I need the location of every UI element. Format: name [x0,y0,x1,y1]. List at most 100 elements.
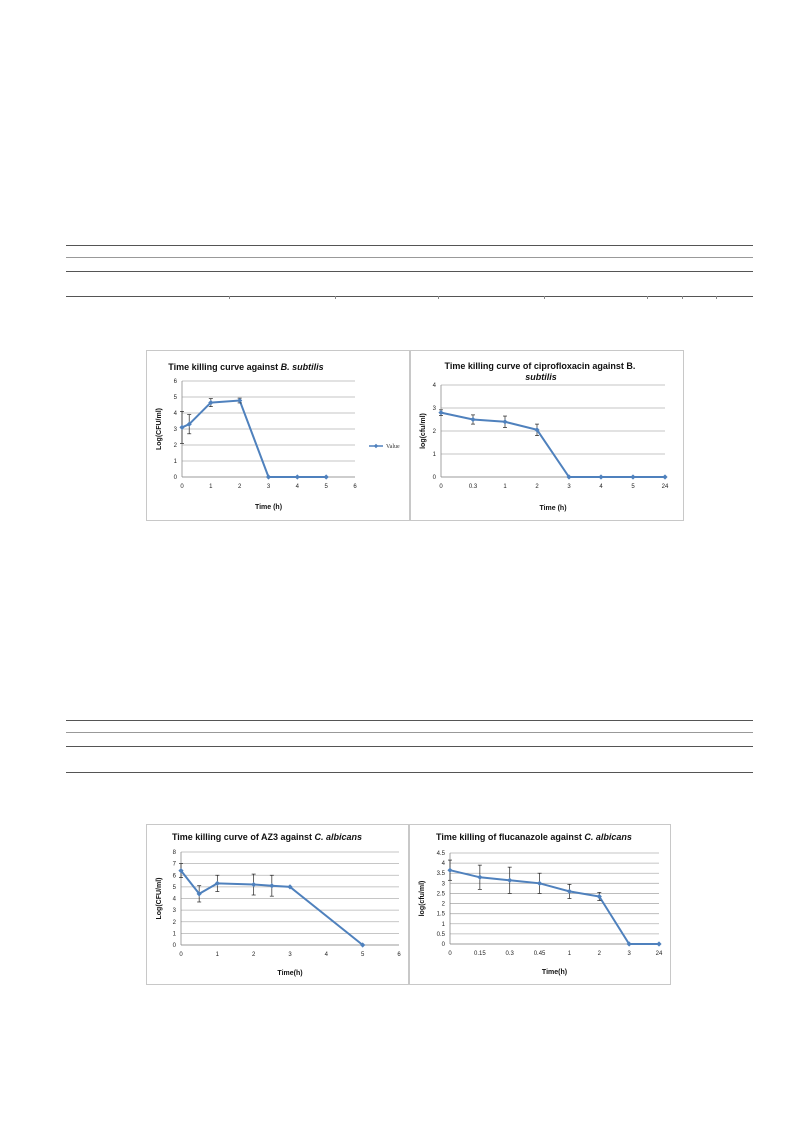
table-col-tick [229,296,230,299]
chart-title: Time killing of flucanazole against C. a… [436,832,632,842]
table-col-tick [544,296,545,299]
x-axis-label: Time (h) [539,505,566,512]
y-tick-label: 5 [174,395,178,401]
y-tick-label: 4 [173,897,177,903]
chart-panel-bsubtilis: 0 1 2 3 4 5 6 0 1 2 3 4 5 6 Time killing curve against… [146,350,410,521]
data-point [656,941,662,947]
y-tick-label: 0.5 [437,932,446,938]
table-col-tick [716,296,717,299]
y-axis-label: log(cfu/ml) [420,413,427,449]
data-point [507,877,513,883]
x-tick-label: 2 [238,484,242,490]
x-tick-label: 1 [568,951,572,957]
x-tick-label: 5 [324,484,328,490]
data-point [447,867,453,873]
x-axis-label: Time (h) [255,504,282,511]
y-tick-label: 6 [174,379,178,385]
table-col-tick [335,296,336,299]
x-tick-label: 1 [216,952,220,958]
x-tick-label: 4 [296,484,300,490]
y-tick-label: 0 [442,942,446,948]
table-rule-mid-1b [66,271,753,272]
x-tick-label: 24 [662,484,669,490]
chart-panel-ciprofloxacin: 0 1 2 3 4 0 0.3 1 2 3 4 5 24 Time killing curve of ci… [410,350,684,521]
x-tick-label: 24 [656,951,663,957]
x-tick-label: 0 [448,951,452,957]
x-tick-label: 0.3 [506,951,515,957]
data-point [630,474,636,480]
data-point [214,880,220,886]
x-tick-label: 1 [209,484,213,490]
y-tick-label: 2 [442,902,446,908]
data-point [596,893,602,900]
y-axis-label: Log(CFU/ml) [156,408,163,450]
x-tick-label: 0 [439,484,443,490]
x-tick-label: 6 [353,484,357,490]
y-tick-label: 3 [173,908,177,914]
y-tick-label: 0 [174,475,178,481]
data-point [477,874,483,880]
x-tick-label: 3 [288,952,292,958]
y-tick-label: 8 [173,850,177,856]
x-tick-label: 2 [535,484,539,490]
y-tick-label: 0 [433,475,437,481]
chart-flucanazole: 0 0.5 1 1.5 2 2.5 3 3.5 4 4.5 0 0.15 0.3 0.45 1 2 3 24 Tim… [419,832,663,976]
data-point [360,942,366,948]
data-point [470,416,476,423]
y-tick-label: 4 [433,383,437,389]
data-point [536,880,543,886]
data-point [566,474,572,480]
y-tick-label: 4 [174,411,178,417]
y-tick-label: 2 [173,920,177,926]
table-col-tick [647,296,648,299]
x-tick-label: 2 [252,952,256,958]
y-tick-label: 3 [174,427,178,433]
table-rule-bottom-2 [66,772,753,773]
x-tick-label: 4 [599,484,603,490]
chart-bsubtilis: 0 1 2 3 4 5 6 0 1 2 3 4 5 6 Time killing curve against… [156,362,400,511]
table-col-tick [682,296,683,299]
x-tick-label: 5 [361,952,365,958]
y-tick-label: 2 [433,429,437,435]
table-rule-mid-1 [66,257,753,258]
x-tick-label: 3 [567,484,571,490]
y-tick-label: 1.5 [437,912,446,918]
y-axis-label: Log(CFU/ml) [156,878,163,920]
legend-marker [373,443,379,449]
x-tick-label: 0.3 [469,484,478,490]
x-tick-label: 5 [631,484,635,490]
y-tick-label: 1 [442,922,446,928]
y-tick-label: 3 [442,881,446,887]
data-point [323,474,329,480]
y-tick-label: 6 [173,873,177,879]
chart-title: Time killing curve of ciprofloxacin agai… [445,361,636,371]
data-point [287,884,293,890]
data-point [269,883,275,889]
x-tick-label: 6 [397,952,401,958]
y-tick-label: 5 [173,885,177,891]
x-tick-label: 0.15 [474,951,486,957]
data-point [662,474,668,480]
series-line [449,869,659,945]
x-tick-label: 0 [179,952,183,958]
x-tick-label: 3 [627,951,631,957]
table-rule-bottom-1 [66,296,753,297]
chart-panel-az3: 0 1 2 3 4 5 6 7 8 0 1 2 3 4 5 6 Time killing curve of AZ… [146,824,409,985]
y-tick-label: 2 [174,443,178,449]
y-tick-label: 1 [174,459,178,465]
data-point [237,397,243,404]
chart-az3: 0 1 2 3 4 5 6 7 8 0 1 2 3 4 5 6 Time killing curve of AZ… [156,832,401,977]
data-point [502,419,508,425]
chart-panel-flucanazole: 0 0.5 1 1.5 2 2.5 3 3.5 4 4.5 0 0.15 0.3 0.45 1 2 3 24 Tim… [409,824,671,985]
x-axis-label: Time(h) [277,970,302,977]
chart-title: Time killing curve against B. subtilis [168,362,323,372]
y-axis-label: log(cfu/ml) [419,881,426,917]
data-point [251,881,257,888]
x-tick-label: 3 [267,484,271,490]
data-point [265,474,272,480]
table-rule-top-1 [66,245,753,246]
y-tick-label: 4 [442,861,446,867]
x-tick-label: 0 [180,484,184,490]
y-tick-label: 2.5 [437,891,446,897]
y-tick-label: 4.5 [437,851,446,857]
